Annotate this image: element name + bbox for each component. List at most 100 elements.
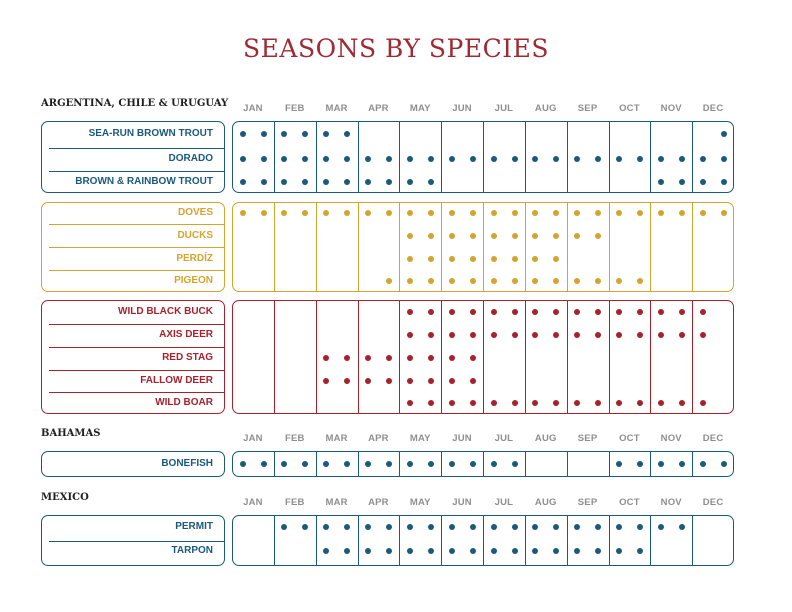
season-dot (469, 332, 476, 338)
month-divider (441, 515, 443, 566)
season-dot (553, 400, 560, 406)
month-header: MAY (409, 497, 431, 508)
season-dot (616, 278, 622, 284)
season-dot (532, 332, 539, 338)
season-dot (490, 524, 497, 530)
season-dot (323, 461, 330, 467)
season-dot (469, 309, 476, 315)
season-dot (469, 400, 476, 406)
season-dot (490, 210, 497, 216)
season-dot (637, 210, 643, 216)
species-label: WILD BLACK BUCK (118, 306, 213, 317)
month-divider (608, 202, 610, 292)
month-header: AUG (534, 497, 557, 508)
season-dot (720, 131, 727, 137)
species-label-box (41, 515, 225, 566)
month-divider (315, 121, 317, 193)
season-dot (323, 524, 330, 530)
season-dot (281, 210, 288, 216)
season-dot (386, 524, 392, 530)
season-dot (616, 400, 622, 406)
season-dot (344, 179, 351, 185)
season-dot (657, 400, 664, 406)
season-dot (720, 156, 727, 162)
season-dot (386, 278, 392, 284)
species-label: DORADO (168, 153, 213, 164)
season-dot (427, 524, 434, 530)
month-divider (524, 515, 526, 566)
season-dot (657, 524, 664, 530)
season-dot (637, 156, 643, 162)
season-dot (553, 278, 560, 284)
season-dot (574, 524, 581, 530)
month-header: SEP (577, 433, 598, 444)
month-header: JAN (243, 433, 263, 444)
month-divider (608, 300, 610, 414)
species-label: WILD BOAR (155, 397, 213, 408)
season-dot (427, 548, 434, 554)
season-dot (511, 524, 518, 530)
month-divider (273, 515, 275, 566)
month-divider (483, 451, 484, 477)
season-dot (511, 400, 518, 406)
season-dot (532, 400, 539, 406)
month-divider (692, 300, 694, 414)
season-dot (239, 131, 246, 137)
season-dot (490, 309, 497, 315)
season-dot (532, 233, 539, 239)
season-dot (344, 461, 351, 467)
month-divider (399, 451, 401, 477)
season-dot (448, 309, 455, 315)
season-dot (365, 355, 371, 361)
region-title: BAHAMAS (41, 428, 101, 439)
season-dot (448, 332, 455, 338)
month-divider (692, 202, 694, 292)
season-dot (637, 400, 643, 406)
season-dot (657, 179, 664, 185)
month-header: JUN (452, 433, 472, 444)
season-dot (406, 233, 413, 239)
season-dot (365, 179, 371, 185)
season-dot (427, 278, 434, 284)
season-dot (427, 355, 434, 361)
row-divider (49, 370, 225, 371)
season-dot (678, 461, 685, 467)
month-divider (692, 121, 694, 193)
season-dot (720, 179, 727, 185)
season-dot (595, 233, 602, 239)
month-divider (608, 451, 610, 477)
season-dot (595, 400, 602, 406)
season-dot (553, 332, 560, 338)
season-dot (616, 332, 622, 338)
season-dot (406, 400, 413, 406)
season-dot (553, 524, 560, 530)
species-label: PERMIT (175, 521, 213, 532)
month-divider (357, 202, 359, 292)
season-dot (386, 210, 392, 216)
season-dot (302, 179, 309, 185)
season-dot (553, 309, 560, 315)
season-dot (574, 400, 581, 406)
row-divider (49, 324, 225, 325)
season-dot (657, 156, 664, 162)
season-dot (511, 210, 518, 216)
month-header: JAN (243, 103, 263, 114)
region-title: MEXICO (41, 492, 89, 503)
month-header: JUL (494, 497, 514, 508)
season-dot (532, 309, 539, 315)
month-divider (315, 451, 317, 477)
month-header: MAY (409, 433, 431, 444)
month-header: OCT (619, 433, 640, 444)
season-dot (365, 210, 371, 216)
species-label: FALLOW DEER (140, 375, 213, 386)
season-dot (720, 461, 727, 467)
page-title: SEASONS BY SPECIES (243, 34, 549, 63)
season-dot (344, 131, 351, 137)
season-dot (469, 210, 476, 216)
season-dot (427, 256, 434, 262)
season-dot (323, 355, 330, 361)
month-divider (608, 515, 610, 566)
row-divider (49, 148, 225, 149)
season-dot (365, 378, 371, 384)
month-divider (273, 451, 275, 477)
